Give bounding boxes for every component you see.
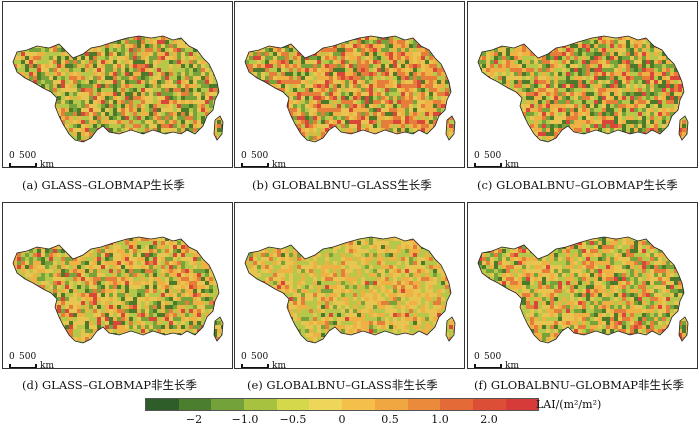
legend-tick: 2.0 [480,413,498,426]
legend-swatch-5 [309,399,343,410]
legend-swatch-0 [146,399,179,410]
legend-swatch-6 [342,399,375,410]
legend-tick: −1.0 [231,413,259,426]
map-panel-c: 0 500 km [467,1,698,168]
lai-difference-map-b [244,35,456,143]
legend-unit: LAI/(m²/m²) [536,398,602,411]
lai-difference-map-c [477,35,689,143]
scale-bar-line [474,163,502,167]
scale-zero: 0 [9,352,15,362]
legend-swatch-1 [178,399,212,410]
caption-a: (a) GLASS–GLOBMAP生长季 [22,178,185,192]
lai-difference-map-d [12,236,224,344]
scale-unit: km [40,361,54,369]
scale-unit: km [272,160,286,168]
lai-difference-map-a [12,35,224,143]
legend-tick: −2 [185,413,203,426]
color-ramp [145,398,540,411]
scale-zero: 0 [474,352,480,362]
legend-swatch-3 [244,399,277,410]
scale-zero: 0 [241,352,247,362]
lai-difference-map-e [244,236,456,344]
map-panel-e: 0 500 km [234,202,465,369]
legend-swatch-7 [374,399,408,410]
scale-zero: 0 [9,151,15,161]
scale-zero: 0 [241,151,247,161]
scale-bar-line [241,163,269,167]
legend-tick: 1.0 [431,413,449,426]
scale-zero: 0 [474,151,480,161]
caption-c: (c) GLOBALBNU–GLOBMAP生长季 [477,178,678,192]
scale-length: 500 [251,352,269,362]
lai-difference-map-f [477,236,689,344]
legend-tick: −0.5 [279,413,307,426]
scale-unit: km [272,361,286,369]
map-panel-b: 0 500 km [234,1,465,168]
legend-swatch-8 [407,399,441,410]
scale-length: 500 [484,352,502,362]
scale-length: 500 [251,151,269,161]
scale-bar-line [474,364,502,368]
legend-swatch-10 [472,399,506,410]
scale-unit: km [505,160,519,168]
color-legend: −2 −1.0 −0.5 0 0.5 1.0 2.0 LAI/(m²/m²) [0,394,700,428]
scale-length: 500 [19,151,37,161]
legend-swatch-9 [440,399,473,410]
legend-swatch-2 [211,399,245,410]
caption-d: (d) GLASS–GLOBMAP非生长季 [22,378,197,392]
scale-bar-line [9,163,37,167]
legend-swatch-4 [276,399,310,410]
caption-e: (e) GLOBALBNU–GLASS非生长季 [247,378,438,392]
map-panel-a: 0 500 km [2,1,233,168]
caption-f: (f) GLOBALBNU–GLOBMAP非生长季 [474,378,685,392]
scale-length: 500 [484,151,502,161]
map-panel-d: 0 500 km [2,202,233,369]
caption-b: (b) GLOBALBNU–GLASS生长季 [252,178,432,192]
scale-bar-line [9,364,37,368]
legend-tick: 0 [338,413,346,426]
scale-unit: km [40,160,54,168]
scale-bar-line [241,364,269,368]
legend-swatch-11 [505,399,539,410]
scale-unit: km [505,361,519,369]
legend-tick: 0.5 [381,413,399,426]
scale-length: 500 [19,352,37,362]
map-panel-f: 0 500 km [467,202,698,369]
